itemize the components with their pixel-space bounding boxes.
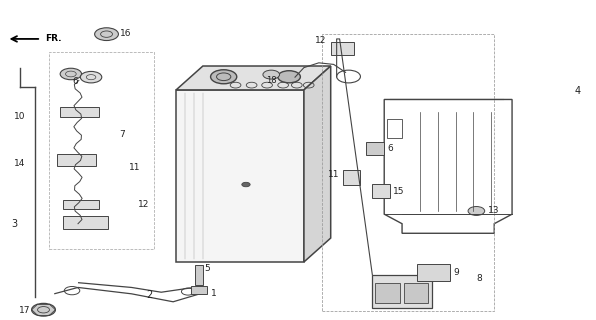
Bar [195, 265, 203, 285]
Bar [191, 285, 207, 294]
Text: 6: 6 [387, 144, 393, 153]
Text: 10: 10 [14, 113, 26, 122]
Text: 1: 1 [210, 289, 216, 298]
Text: 9: 9 [454, 268, 460, 277]
Bar [49, 52, 154, 249]
Bar [60, 107, 99, 117]
Text: 3: 3 [11, 219, 17, 229]
Bar [372, 275, 432, 308]
Bar [322, 34, 494, 311]
Text: 11: 11 [328, 170, 340, 179]
Circle shape [210, 70, 237, 84]
Bar [367, 142, 384, 155]
Text: 4: 4 [575, 86, 581, 97]
Circle shape [60, 68, 82, 80]
Circle shape [263, 70, 280, 79]
Bar [372, 184, 390, 198]
Bar [331, 42, 355, 55]
Text: 2: 2 [147, 291, 153, 300]
Circle shape [242, 182, 250, 187]
Text: 13: 13 [488, 206, 500, 215]
Bar [176, 90, 304, 262]
Bar [57, 154, 96, 166]
Polygon shape [176, 66, 331, 90]
Text: 15: 15 [393, 188, 405, 196]
Circle shape [468, 206, 485, 215]
Circle shape [95, 28, 119, 41]
Text: 5: 5 [204, 264, 210, 274]
Bar [375, 283, 401, 303]
Text: 18: 18 [266, 76, 277, 85]
Text: 6: 6 [72, 77, 78, 86]
Text: 17: 17 [19, 306, 30, 315]
Text: 12: 12 [315, 36, 327, 45]
Bar [343, 170, 361, 186]
Text: 12: 12 [138, 200, 149, 209]
Circle shape [32, 303, 55, 316]
Text: 8: 8 [476, 274, 482, 283]
Circle shape [278, 71, 300, 83]
Bar [404, 283, 427, 303]
Circle shape [80, 71, 102, 83]
Text: 11: 11 [129, 164, 140, 172]
Bar [63, 216, 108, 228]
Bar [417, 264, 449, 281]
Text: 7: 7 [120, 130, 125, 139]
Text: FR.: FR. [45, 35, 62, 44]
Polygon shape [304, 66, 331, 262]
Text: 16: 16 [120, 29, 131, 38]
Bar [63, 200, 99, 209]
Bar [387, 119, 402, 138]
Text: 14: 14 [14, 159, 26, 168]
